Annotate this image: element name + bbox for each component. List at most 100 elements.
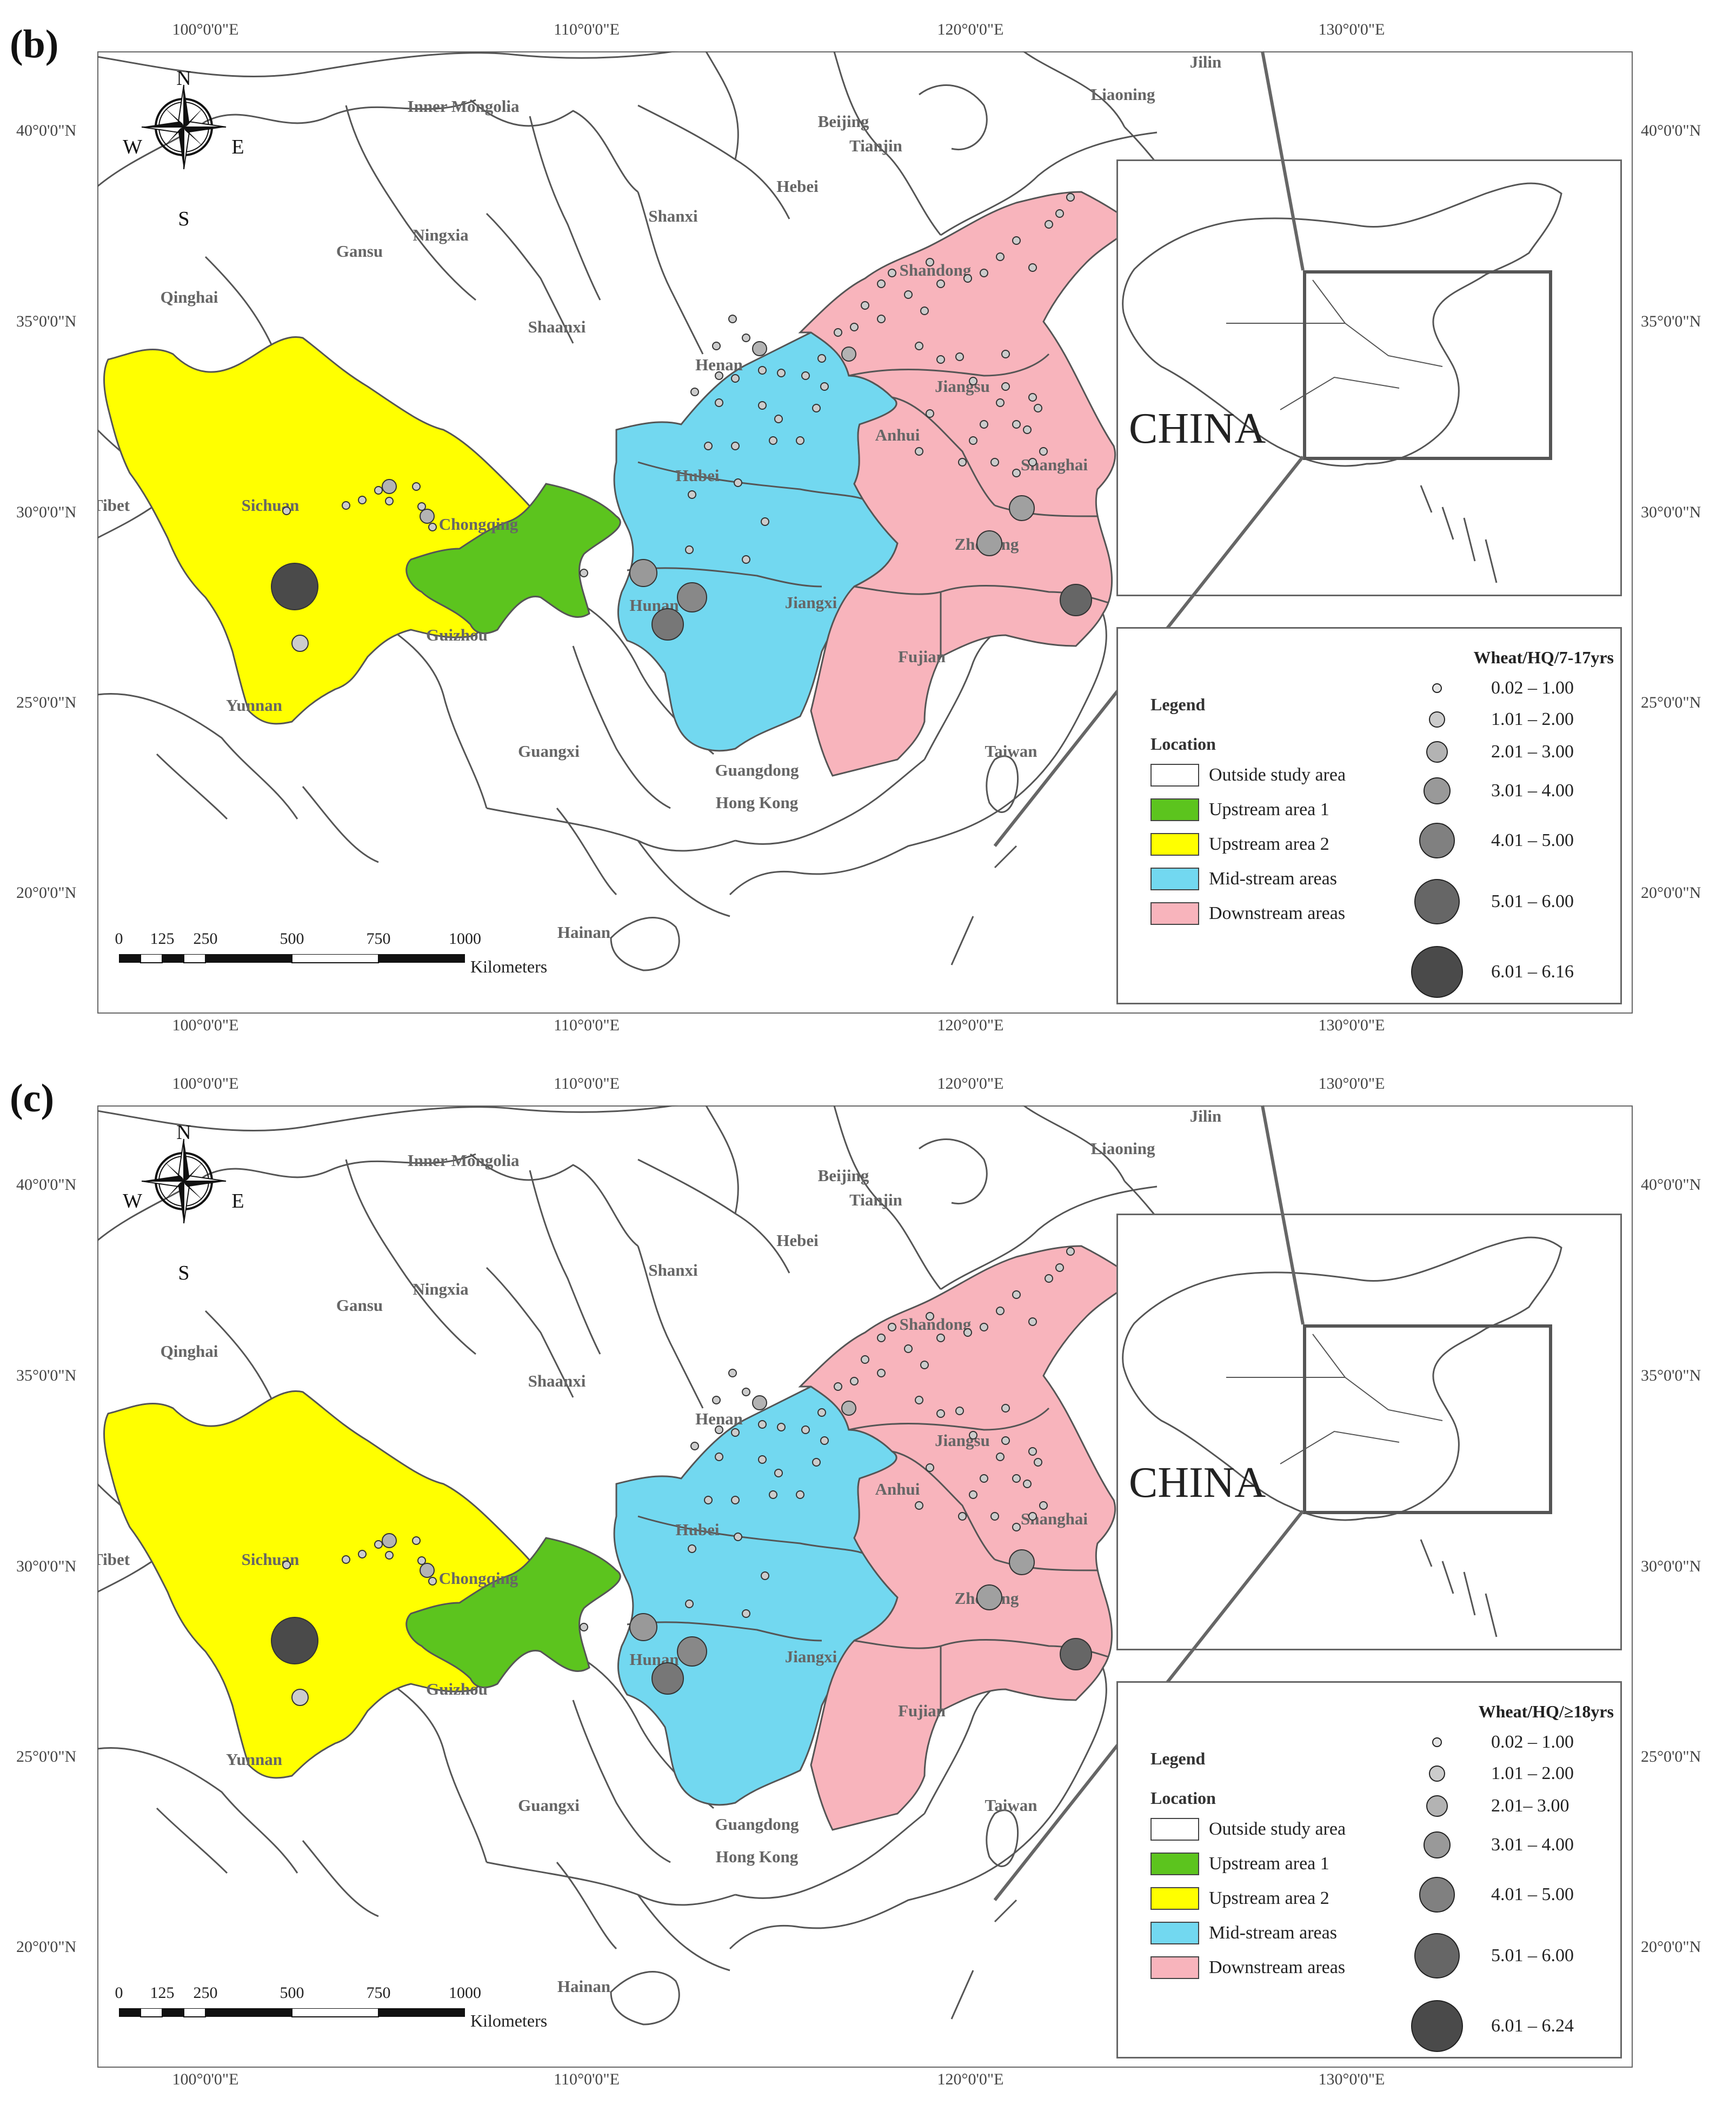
lon-label-top: 100°0'0"E <box>172 1075 239 1092</box>
sample-site-dot <box>1034 404 1042 412</box>
sample-site-dot <box>1012 1290 1021 1299</box>
sample-site-dot <box>342 1555 350 1564</box>
sample-site-circle <box>271 1617 318 1664</box>
scale-tick: 125 <box>150 930 175 948</box>
scale-tick: 250 <box>193 930 218 948</box>
sample-site-dot <box>1001 1404 1010 1413</box>
sample-site-dot <box>996 1307 1005 1315</box>
sample-site-dot <box>820 1436 829 1445</box>
sample-site-dot <box>769 1490 777 1499</box>
sample-site-dot <box>758 401 767 410</box>
panel-label: (b) <box>10 22 59 66</box>
size-legend-circle <box>1429 711 1445 728</box>
place-label: Jiangsu <box>935 1431 990 1450</box>
sample-site-dot <box>761 1571 769 1580</box>
chongqing-region <box>405 483 621 635</box>
sample-site-dot <box>834 328 842 337</box>
place-label: Chongqing <box>438 515 518 534</box>
place-label: Guangdong <box>715 761 799 779</box>
lon-label-bottom: 130°0'0"E <box>1318 2070 1385 2088</box>
sample-site-dot <box>969 377 977 385</box>
sample-site-dot <box>812 1458 821 1467</box>
sample-site-dot <box>758 1420 767 1429</box>
sample-site-dot <box>1039 1501 1048 1510</box>
lon-label-top: 130°0'0"E <box>1318 1075 1385 1092</box>
lon-label-bottom: 130°0'0"E <box>1318 1016 1385 1034</box>
place-label: Hebei <box>776 177 819 196</box>
lat-label-left: 40°0'0"N <box>16 1176 77 1194</box>
sample-site-dot <box>728 1369 737 1377</box>
legend: Legend Location Outside study area Upstre… <box>1116 1681 1622 2058</box>
size-legend-circle <box>1432 683 1442 693</box>
sample-site-dot <box>688 490 696 499</box>
sample-site-dot <box>969 436 977 445</box>
size-legend-circle <box>1411 2000 1463 2052</box>
scale-tick: 750 <box>366 1984 391 2002</box>
place-label: Inner Mongolia <box>407 97 520 116</box>
sample-site-dot <box>936 1334 945 1342</box>
legend-label: Mid-stream areas <box>1209 869 1337 889</box>
sample-site-dot <box>915 447 923 456</box>
size-legend-circle <box>1411 946 1463 998</box>
sichuan-region <box>103 1390 547 1779</box>
legend-swatch <box>1150 868 1199 890</box>
sample-site-dot <box>955 352 964 361</box>
place-label: Tianjin <box>849 1190 902 1209</box>
legend-label: Upstream area 2 <box>1209 834 1329 854</box>
sample-site-dot <box>712 1396 721 1404</box>
legend-label: Upstream area 1 <box>1209 1854 1329 1874</box>
size-legend-label: 3.01 – 4.00 <box>1491 1835 1574 1855</box>
sichuan-region <box>103 336 547 725</box>
scale-unit: Kilometers <box>470 2011 548 2030</box>
place-label: Gansu <box>336 1296 383 1315</box>
legend-swatch <box>1150 833 1199 856</box>
size-legend-label: 1.01 – 2.00 <box>1491 1763 1574 1783</box>
inset-map: CHINA <box>1116 159 1622 596</box>
compass-e: E <box>231 136 244 158</box>
size-legend-label: 6.01 – 6.16 <box>1491 962 1574 982</box>
sample-site-circle <box>291 1689 309 1706</box>
sample-site-dot <box>996 252 1005 261</box>
lon-label-top: 110°0'0"E <box>554 21 620 38</box>
sample-site-dot <box>1023 425 1032 434</box>
sample-site-dot <box>861 301 869 310</box>
lon-label-bottom: 100°0'0"E <box>172 1016 239 1034</box>
sample-site-circle <box>1009 1549 1035 1575</box>
sample-site-dot <box>1023 1480 1032 1488</box>
size-legend-title: Wheat/HQ/7-17yrs <box>1473 648 1614 667</box>
size-legend-label: 5.01 – 6.00 <box>1491 891 1574 911</box>
lat-label-right: 20°0'0"N <box>1641 1938 1701 1956</box>
place-label: Guizhou <box>426 1680 488 1698</box>
legend-label: Upstream area 2 <box>1209 1888 1329 1908</box>
sample-site-dot <box>850 323 859 331</box>
sample-site-dot <box>282 507 291 515</box>
map-panel-c: (c) 100°0'0"E 110°0'0"E 120°0'0"E 130°0'… <box>0 1054 1736 2108</box>
scale-tick: 250 <box>193 1984 218 2002</box>
place-label: Taiwan <box>985 742 1037 761</box>
sample-site-circle <box>271 563 318 610</box>
legend-label: Outside study area <box>1209 765 1346 785</box>
sample-site-dot <box>1012 420 1021 429</box>
place-label: Yunnan <box>225 696 283 715</box>
sample-site-dot <box>769 436 777 445</box>
sample-site-dot <box>926 1463 934 1472</box>
size-legend-title: Wheat/HQ/≥18yrs <box>1478 1702 1614 1721</box>
sample-site-dot <box>731 1428 740 1437</box>
lat-label-left: 20°0'0"N <box>16 1938 77 1956</box>
sample-site-dot <box>758 366 767 375</box>
place-label: Beijing <box>817 112 869 131</box>
sample-site-dot <box>980 269 988 277</box>
sample-site-dot <box>777 1423 786 1431</box>
lon-label-bottom: 120°0'0"E <box>937 2070 1004 2088</box>
sample-site-dot <box>761 517 769 526</box>
sample-site-dot <box>1028 1447 1037 1456</box>
place-label: Ningxia <box>413 225 469 244</box>
legend-label: Downstream areas <box>1209 1957 1346 1977</box>
sample-site-dot <box>958 458 967 467</box>
sample-site-dot <box>734 478 742 487</box>
sample-site-dot <box>1028 1317 1037 1326</box>
sample-site-dot <box>990 1512 999 1521</box>
sample-site-dot <box>685 545 694 554</box>
lat-label-left: 35°0'0"N <box>16 1367 77 1384</box>
sample-site-dot <box>955 1407 964 1415</box>
